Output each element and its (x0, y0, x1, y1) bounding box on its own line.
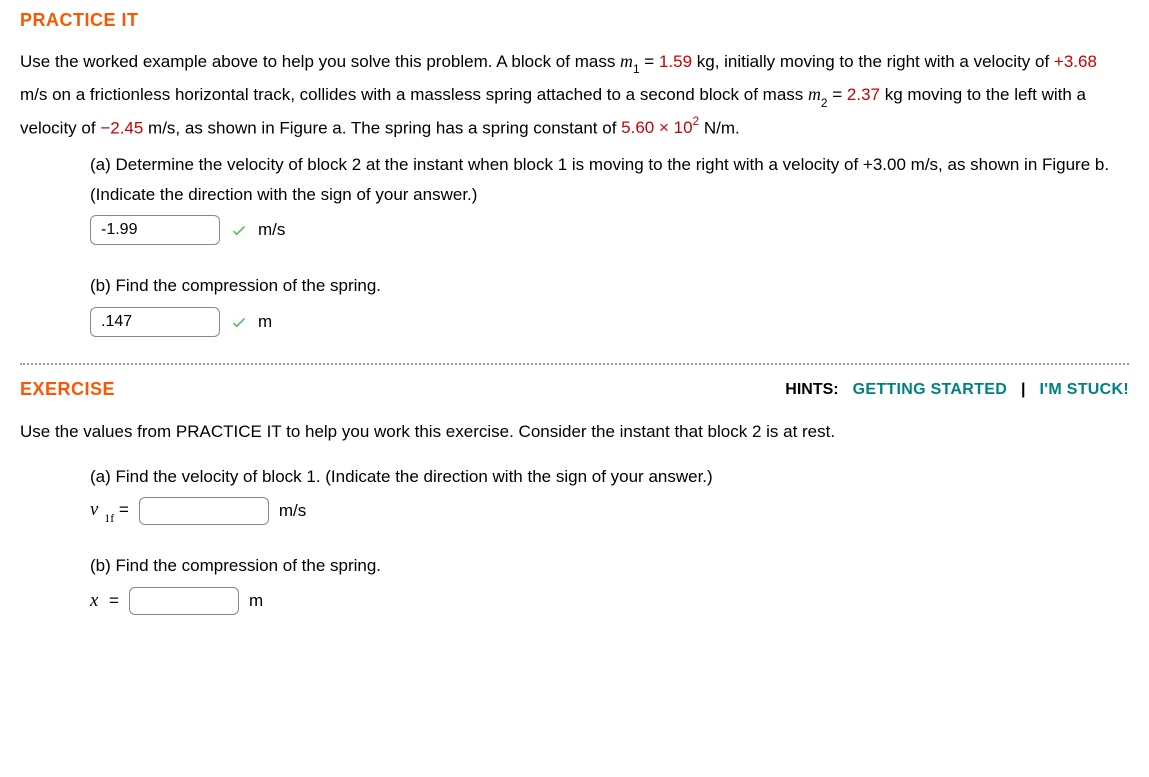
check-icon (230, 221, 248, 239)
text-frag: m/s, as shown in Figure a. The spring ha… (143, 118, 621, 137)
v1f-symbol: v (90, 499, 98, 520)
text-frag: m/s on a frictionless horizontal track, … (20, 85, 808, 104)
v1-value: +3.68 (1054, 52, 1097, 71)
m1-symbol: m (620, 51, 633, 71)
text-frag: = (828, 85, 847, 104)
practice-parts: (a) Determine the velocity of block 2 at… (90, 150, 1129, 337)
exercise-answer-a-row: v 1f = m/s (90, 497, 1129, 525)
text-frag: N/m. (699, 118, 740, 137)
practice-answer-b-input[interactable] (90, 307, 220, 337)
im-stuck-link[interactable]: I'M STUCK! (1040, 381, 1129, 399)
k-base: 5.60 × 10 (621, 118, 692, 137)
practice-part-a-text: (a) Determine the velocity of block 2 at… (90, 150, 1129, 210)
v2-value: −2.45 (100, 118, 143, 137)
practice-problem-text: Use the worked example above to help you… (20, 45, 1129, 144)
eq-sign: = (104, 591, 119, 610)
m1-sub: 1 (633, 62, 640, 76)
exercise-answer-b-row: x = m (90, 587, 1129, 615)
m2-value: 2.37 (847, 85, 880, 104)
practice-unit-b: m (258, 312, 272, 332)
exercise-answer-a-input[interactable] (139, 497, 269, 525)
k-value: 5.60 × 102 (621, 118, 699, 137)
hints-label: HINTS: (785, 381, 838, 399)
k-exp: 2 (693, 114, 700, 128)
section-divider (20, 363, 1129, 365)
m1-value: 1.59 (659, 52, 692, 71)
check-icon (230, 313, 248, 331)
hints-block: HINTS: GETTING STARTED | I'M STUCK! (785, 381, 1129, 399)
practice-unit-a: m/s (258, 220, 285, 240)
text-frag: Use the worked example above to help you… (20, 52, 620, 71)
practice-answer-a-row: m/s (90, 215, 1129, 245)
exercise-header: EXERCISE HINTS: GETTING STARTED | I'M ST… (20, 379, 1129, 400)
practice-answer-a-input[interactable] (90, 215, 220, 245)
exercise-answer-b-input[interactable] (129, 587, 239, 615)
exercise-part-a-text: (a) Find the velocity of block 1. (Indic… (90, 462, 1129, 492)
text-frag: kg, initially moving to the right with a… (692, 52, 1054, 71)
v1f-sub: 1f (104, 511, 114, 525)
exercise-part-b-text: (b) Find the compression of the spring. (90, 551, 1129, 581)
practice-part-b-text: (b) Find the compression of the spring. (90, 271, 1129, 301)
m2-symbol: m (808, 84, 821, 104)
x-label: x = (90, 590, 119, 612)
exercise-unit-b: m (249, 591, 263, 611)
v1f-label: v 1f = (90, 499, 129, 523)
x-symbol: x (90, 590, 98, 611)
practice-answer-b-row: m (90, 307, 1129, 337)
exercise-intro: Use the values from PRACTICE IT to help … (20, 416, 1129, 447)
text-frag: = (640, 52, 659, 71)
eq-sign: = (114, 500, 129, 519)
exercise-title: EXERCISE (20, 379, 115, 400)
hint-separator: | (1021, 381, 1025, 399)
practice-title: PRACTICE IT (20, 10, 1129, 31)
getting-started-link[interactable]: GETTING STARTED (853, 381, 1007, 399)
exercise-parts: (a) Find the velocity of block 1. (Indic… (90, 462, 1129, 616)
m2-sub: 2 (821, 96, 828, 110)
exercise-unit-a: m/s (279, 501, 306, 521)
